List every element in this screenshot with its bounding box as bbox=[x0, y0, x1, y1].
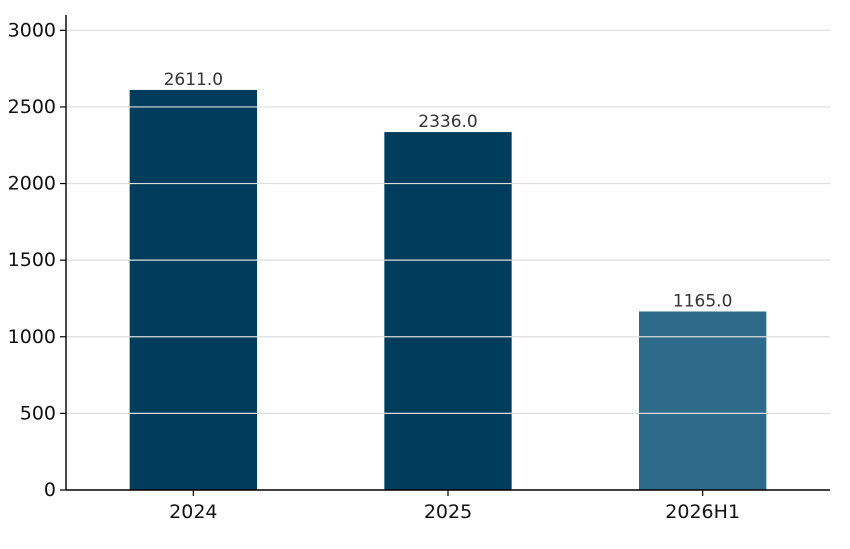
y-tick-label: 0 bbox=[44, 479, 56, 501]
gridlines bbox=[66, 29, 830, 414]
data-label: 2336.0 bbox=[418, 112, 477, 132]
data-label: 2611.0 bbox=[164, 70, 223, 90]
bar-2026H1 bbox=[639, 311, 767, 490]
bar-2025 bbox=[384, 132, 512, 490]
x-tick-label: 2024 bbox=[169, 501, 217, 523]
y-tick-label: 500 bbox=[20, 402, 56, 424]
bars bbox=[129, 89, 767, 490]
x-axis-ticks: 2024 2025 2026H1 bbox=[169, 490, 740, 523]
data-labels: 2611.0 2336.0 1165.0 bbox=[164, 70, 733, 312]
y-tick-label: 1000 bbox=[8, 326, 56, 348]
x-tick-label: 2025 bbox=[424, 501, 472, 523]
data-label: 1165.0 bbox=[673, 291, 732, 311]
y-tick-label: 3000 bbox=[8, 19, 56, 41]
bar-2024 bbox=[129, 89, 257, 490]
x-tick-label: 2026H1 bbox=[665, 501, 740, 523]
y-tick-label: 1500 bbox=[8, 249, 56, 271]
y-tick-label: 2500 bbox=[8, 96, 56, 118]
y-tick-label: 2000 bbox=[8, 173, 56, 195]
y-axis-ticks: 0 500 1000 1500 2000 2500 3000 bbox=[8, 19, 66, 501]
